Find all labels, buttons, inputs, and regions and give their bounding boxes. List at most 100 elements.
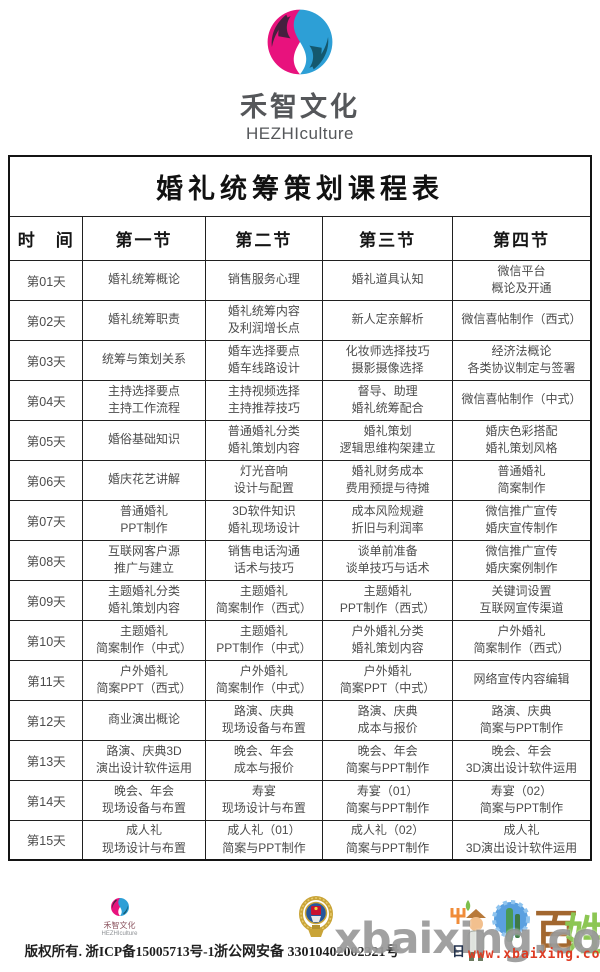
course-cell: 寿宴 现场设计与布置 <box>204 779 324 821</box>
table-row: 第11天 户外婚礼 简案PPT（西式） 户外婚礼 简案制作（中式） 户外婚礼 简… <box>8 659 592 701</box>
course-cell: 主题婚礼分类 婚礼策划内容 <box>82 579 206 621</box>
course-cell: 普通婚礼 简案制作 <box>451 459 592 501</box>
police-badge-icon <box>299 896 333 943</box>
day-cell: 第11天 <box>8 659 84 701</box>
page-title: 婚礼统筹策划课程表 <box>8 155 592 217</box>
footer-brand-en: HEZHIculture <box>101 930 138 937</box>
course-cell: 网络宣传内容编辑 <box>451 659 592 701</box>
course-cell: 婚车选择要点 婚车线路设计 <box>204 339 324 381</box>
course-cell: 销售服务心理 <box>204 259 324 301</box>
day-cell: 第04天 <box>8 379 84 421</box>
brand-name-en: HEZHIculture <box>245 124 355 143</box>
course-cell: 成人礼（02） 简案与PPT制作 <box>322 819 453 861</box>
day-cell: 第15天 <box>8 819 84 861</box>
course-cell: 晚会、年会 现场设备与布置 <box>82 779 206 821</box>
header: 禾智文化 HEZHIculture <box>0 6 600 144</box>
course-cell: 成人礼 3D演出设计软件运用 <box>451 819 592 861</box>
course-cell: 婚俗基础知识 <box>82 419 206 461</box>
svg-text:姓: 姓 <box>564 911 600 960</box>
course-cell: 户外婚礼 简案PPT（中式） <box>322 659 453 701</box>
table-row: 第15天 成人礼 现场设计与布置 成人礼（01） 简案与PPT制作 成人礼（02… <box>8 819 592 861</box>
course-cell: 婚礼统筹职责 <box>82 299 206 341</box>
day-cell: 第09天 <box>8 579 84 621</box>
copyright-text: 版权所有. 浙ICP备15005713号-1 <box>24 944 215 960</box>
course-cell: 微信推广宣传 婚庆宣传制作 <box>451 499 592 541</box>
course-cell: 路演、庆典 现场设备与布置 <box>204 699 324 741</box>
course-cell: 户外婚礼分类 婚礼策划内容 <box>322 619 453 661</box>
course-cell: 路演、庆典 成本与报价 <box>322 699 453 741</box>
course-cell: 谈单前准备 谈单技巧与话术 <box>322 539 453 581</box>
brand-logo-icon <box>267 9 333 75</box>
course-cell: 3D软件知识 婚礼现场设计 <box>204 499 324 541</box>
course-cell: 婚礼策划 逻辑思维构架建立 <box>322 419 453 461</box>
day-cell: 第07天 <box>8 499 84 541</box>
table-row: 第12天 商业演出概论 路演、庆典 现场设备与布置 路演、庆典 成本与报价 路演… <box>8 699 592 741</box>
course-cell: 微信平台 概论及开通 <box>451 259 592 301</box>
table-row: 第05天 婚俗基础知识 普通婚礼分类 婚礼策划内容 婚礼策划 逻辑思维构架建立 … <box>8 419 592 461</box>
day-cell: 第02天 <box>8 299 84 341</box>
table-row: 第14天 晚会、年会 现场设备与布置 寿宴 现场设计与布置 寿宴（01） 简案与… <box>8 779 592 821</box>
brand-name-cn: 禾智文化 <box>240 92 360 122</box>
course-cell: 成本风险规避 折旧与利润率 <box>322 499 453 541</box>
course-cell: 户外婚礼 简案PPT（西式） <box>82 659 206 701</box>
table-row: 第03天 统筹与策划关系 婚车选择要点 婚车线路设计 化妆师选择技巧 摄影摄像选… <box>8 339 592 381</box>
day-cell: 第13天 <box>8 739 84 781</box>
day-cell: 第05天 <box>8 419 84 461</box>
table-title-row: 婚礼统筹策划课程表 <box>8 155 592 217</box>
footer-logo-icon <box>110 898 129 916</box>
watermark-url-text: www.xbaixing.com <box>468 947 600 962</box>
footer-brand-block: 禾智文化 HEZHIculture 版权所有. 浙ICP备15005713号-1 <box>22 897 217 960</box>
course-cell: 微信喜帖制作（中式） <box>451 379 592 421</box>
course-cell: 微信推广宣传 婚庆案例制作 <box>451 539 592 581</box>
course-cell: 主持视频选择 主持推荐技巧 <box>204 379 324 421</box>
course-cell: 晚会、年会 3D演出设计软件运用 <box>451 739 592 781</box>
course-cell: 互联网客户源 推广与建立 <box>82 539 206 581</box>
table-row: 第07天 普通婚礼 PPT制作 3D软件知识 婚礼现场设计 成本风险规避 折旧与… <box>8 499 592 541</box>
course-cell: 户外婚礼 简案制作（中式） <box>204 659 324 701</box>
course-cell: 婚礼道具认知 <box>322 259 453 301</box>
course-table: 婚礼统筹策划课程表 时 间 第一节 第二节 第三节 第四节 第01天 婚礼统筹概… <box>8 155 592 861</box>
svg-text:百: 百 <box>534 907 578 956</box>
security-record-text: 浙公网安备 33010402002321号 <box>214 945 400 960</box>
course-cell: 寿宴（02） 简案与PPT制作 <box>451 779 592 821</box>
course-cell: 关键词设置 互联网宣传渠道 <box>451 579 592 621</box>
course-cell: 化妆师选择技巧 摄影摄像选择 <box>322 339 453 381</box>
table-row: 第10天 主题婚礼 简案制作（中式） 主题婚礼 PPT制作（中式） 户外婚礼分类… <box>8 619 592 661</box>
course-cell: 寿宴（01） 简案与PPT制作 <box>322 779 453 821</box>
day-cell: 第01天 <box>8 259 84 301</box>
table-row: 第09天 主题婚礼分类 婚礼策划内容 主题婚礼 简案制作（西式） 主题婚礼 PP… <box>8 579 592 621</box>
table-row: 第01天 婚礼统筹概论 销售服务心理 婚礼道具认知 微信平台 概论及开通 <box>8 259 592 301</box>
course-cell: 婚礼财务成本 费用预提与待摊 <box>322 459 453 501</box>
day-cell: 第10天 <box>8 619 84 661</box>
day-cell: 第06天 <box>8 459 84 501</box>
header-cell-lesson1: 第一节 <box>82 215 206 261</box>
course-cell: 微信喜帖制作（西式） <box>451 299 592 341</box>
header-cell-lesson2: 第二节 <box>204 215 324 261</box>
course-cell: 主题婚礼 PPT制作（西式） <box>322 579 453 621</box>
course-cell: 销售电话沟通 话术与技巧 <box>204 539 324 581</box>
table-row: 第04天 主持选择要点 主持工作流程 主持视频选择 主持推荐技巧 督导、助理 婚… <box>8 379 592 421</box>
day-cell: 第12天 <box>8 699 84 741</box>
course-cell: 新人定亲解析 <box>322 299 453 341</box>
table-row: 第02天 婚礼统筹职责 婚礼统筹内容 及利润增长点 新人定亲解析 微信喜帖制作（… <box>8 299 592 341</box>
course-cell: 婚礼统筹概论 <box>82 259 206 301</box>
course-cell: 婚礼统筹内容 及利润增长点 <box>204 299 324 341</box>
table-row: 第13天 路演、庆典3D 演出设计软件运用 晚会、年会 成本与报价 晚会、年会 … <box>8 739 592 781</box>
header-cell-lesson3: 第三节 <box>322 215 453 261</box>
course-cell: 婚庆花艺讲解 <box>82 459 206 501</box>
day-cell: 第03天 <box>8 339 84 381</box>
course-cell: 路演、庆典3D 演出设计软件运用 <box>82 739 206 781</box>
course-cell: 婚庆色彩搭配 婚礼策划风格 <box>451 419 592 461</box>
course-cell: 晚会、年会 简案与PPT制作 <box>322 739 453 781</box>
course-cell: 成人礼（01） 简案与PPT制作 <box>204 819 324 861</box>
table-header-row: 时 间 第一节 第二节 第三节 第四节 <box>8 215 592 261</box>
course-cell: 晚会、年会 成本与报价 <box>204 739 324 781</box>
course-cell: 经济法概论 各类协议制定与签署 <box>451 339 592 381</box>
course-cell: 户外婚礼 简案制作（西式） <box>451 619 592 661</box>
course-cell: 统筹与策划关系 <box>82 339 206 381</box>
course-cell: 普通婚礼分类 婚礼策划内容 <box>204 419 324 461</box>
watermark-partial-glyph: 日 <box>452 944 466 959</box>
course-cell: 主题婚礼 简案制作（中式） <box>82 619 206 661</box>
day-cell: 第08天 <box>8 539 84 581</box>
